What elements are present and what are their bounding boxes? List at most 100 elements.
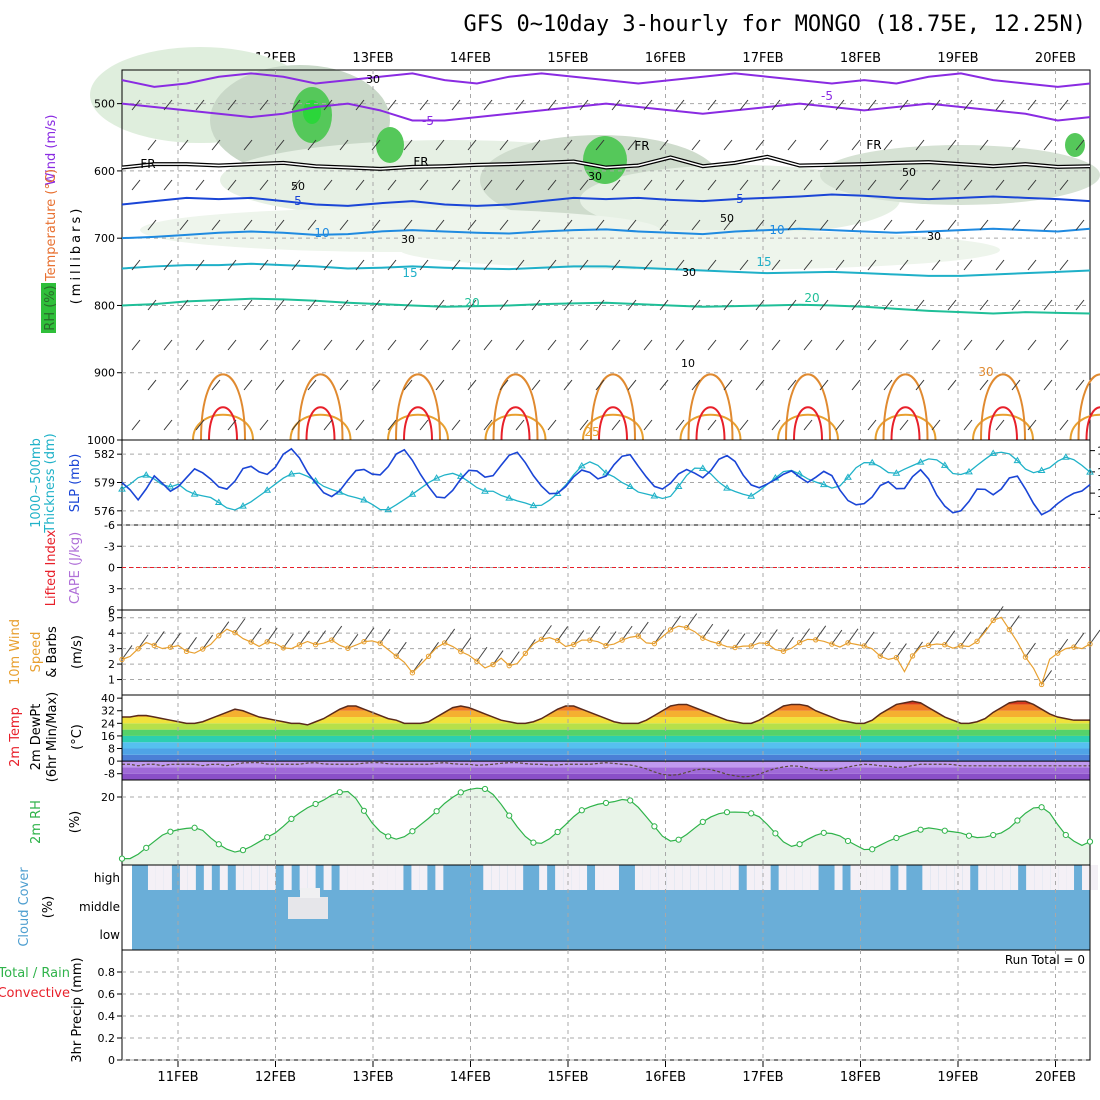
wind10-barb [1008,615,1020,630]
wind10-tick-label: 5 [108,612,115,625]
wind-barb [691,299,701,311]
rh-marker [360,807,368,814]
slp-line [121,447,1091,516]
high-cloud-gap [371,865,380,890]
temp-band [122,735,1090,743]
wind-barb [707,419,717,431]
wind10-marker [264,639,270,645]
wind-barb [1027,99,1037,111]
wind-barb [819,219,829,231]
label-wind: Wind (m/s) [44,115,59,186]
high-cloud-gap [603,865,611,890]
wind-barb [163,99,173,111]
wind-barb [803,259,813,271]
wind-barb [483,259,493,271]
upper-tick-label: 900 [94,367,115,380]
wind10-marker [554,637,561,644]
high-cloud-gap [579,865,588,890]
wind-barb [899,419,909,431]
high-cloud-gap [571,865,580,890]
wind-barb [851,219,861,231]
rh-marker [820,829,827,836]
wind-barb [691,379,701,391]
wind-barb [291,259,301,271]
wind-barb [851,139,861,151]
rh-high-shading [376,127,404,163]
wind10-barb [799,628,811,643]
wind-barb [163,339,173,351]
thickness-marker [481,487,489,494]
high-cloud-gap [746,865,755,890]
rh-marker [699,818,706,826]
cape-tick-label: 6 [108,604,115,617]
wind-barb [499,219,509,231]
temp2m-tick-label: -8 [104,768,115,781]
rh-marker [264,834,271,841]
plume-contour [582,413,644,441]
high-cloud-gap [866,865,875,890]
high-cloud-gap [962,865,971,890]
wind-barb [963,339,973,351]
wind-barb [1011,219,1021,231]
high-cloud-gap [986,865,995,890]
temp-contour-label: 20 [804,291,819,305]
wind-barb [323,339,333,351]
wind-barb [259,339,269,351]
wind-barb [547,99,557,111]
freezing-label: FR [140,157,155,171]
wind10-marker [183,648,190,655]
wind-barb [899,179,909,191]
label-2m-temp: 2m Temp [8,707,23,767]
wind10-barb [605,631,617,646]
wind-barb [659,379,669,391]
wind-barb [675,339,685,351]
thickness-marker [844,473,852,480]
label-temperature: Temperature (°C) [44,169,59,282]
rh-marker [167,828,174,835]
wind10-barb [637,621,649,637]
wind-barb [275,299,285,311]
wind-barb [147,139,157,151]
wind-barb [803,339,813,351]
label-speed: Speed [29,632,44,673]
temp-contour-label: -5 [422,114,434,128]
plume-contour [874,413,937,441]
wind-barb [803,179,813,191]
rh-high-shading [1065,133,1085,157]
wind10-marker [474,658,480,664]
wind-barb [787,219,797,231]
wind10-barb [444,628,456,644]
wind-barb [611,259,621,271]
rh-marker [917,826,924,833]
rh-shading [400,230,1000,270]
high-cloud-gap [299,865,308,890]
high-cloud-gap [219,865,228,890]
rh-contour-label: 10 [681,357,695,370]
wind-barb [819,299,829,311]
high-cloud-gap [1082,865,1090,890]
wind-barb [227,179,237,191]
plume-contour [590,373,636,441]
high-cloud-gap [762,865,771,890]
wind-barb [899,99,909,111]
rh-marker [288,815,295,823]
high-cloud-gap [163,865,172,890]
wind10-barb [928,630,940,646]
wind10-barb [702,623,714,639]
high-cloud-gap [243,865,252,890]
high-cloud-gap [1066,865,1075,890]
high-cloud-gap [507,865,516,890]
temp-contour [121,72,1091,88]
wind10-marker [1022,654,1029,660]
wind-barb [371,299,381,311]
wind-barb [1075,379,1085,391]
wind-barb [835,419,845,431]
wind-barb [435,139,445,151]
wind-barb [483,419,493,431]
precip-tick-label: 0.2 [98,1032,116,1045]
wind-barb [275,139,285,151]
high-cloud-gap [698,865,707,890]
wind-barb [867,259,877,271]
thickness-marker [239,502,247,509]
wind-barb [387,259,397,271]
